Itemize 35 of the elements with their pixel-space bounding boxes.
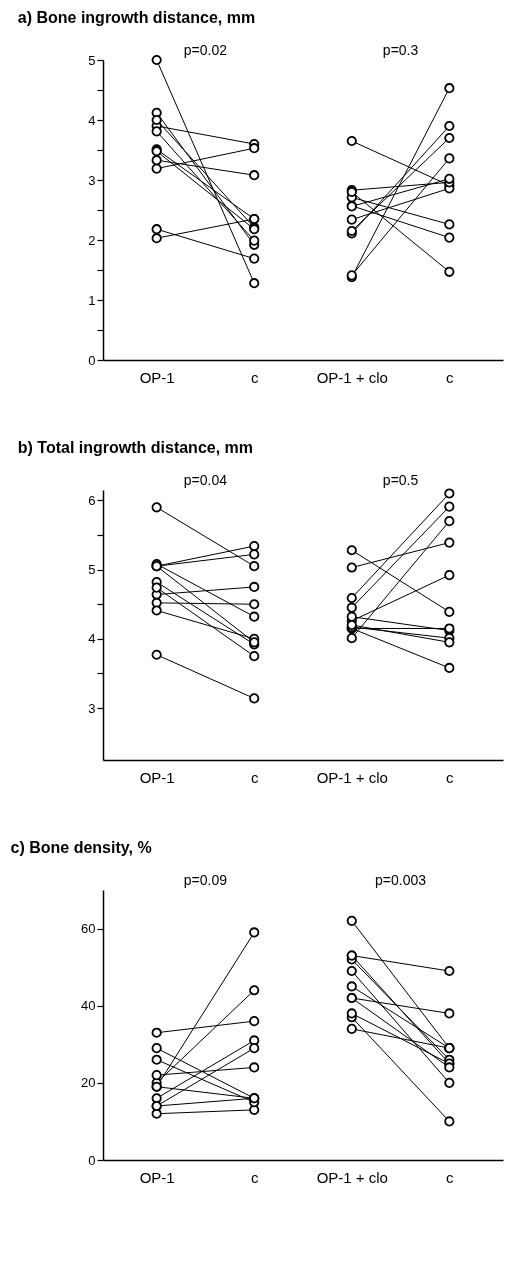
chart-title: b) Total ingrowth distance, mm	[17, 439, 254, 456]
x-tick-label: OP-1	[139, 1168, 175, 1186]
x-tick-label: OP-1 + clo	[316, 1168, 388, 1186]
text: p=0.02	[183, 42, 228, 58]
y-tick-label: 2	[88, 232, 96, 248]
x-tick-label: c	[250, 368, 259, 386]
text: p=0.3	[382, 42, 419, 58]
y-tick-label: 3	[88, 700, 96, 716]
x-tick-label: OP-1	[139, 768, 175, 786]
text: p=0.5	[382, 472, 419, 488]
text: p=0.09	[183, 872, 228, 888]
x-tick-label: c	[446, 768, 455, 786]
x-tick-label: OP-1 + clo	[316, 368, 388, 386]
y-tick-label: 5	[88, 52, 96, 68]
y-tick-label: 40	[81, 998, 96, 1014]
x-tick-label: OP-1 + clo	[316, 768, 388, 786]
y-tick-label: 0	[88, 352, 96, 368]
y-tick-label: 4	[88, 112, 96, 128]
y-tick-label: 6	[88, 492, 96, 508]
chart-title: c) Bone density, %	[10, 839, 152, 856]
y-tick-label: 20	[81, 1075, 96, 1091]
text: p=0.003	[375, 872, 427, 888]
x-tick-label: c	[446, 1168, 455, 1186]
x-tick-label: c	[250, 1168, 259, 1186]
chart-title: a) Bone ingrowth distance, mm	[17, 9, 256, 26]
y-tick-label: 0	[88, 1152, 96, 1168]
text: p=0.04	[183, 472, 228, 488]
y-tick-label: 1	[88, 292, 96, 308]
x-tick-label: c	[446, 368, 455, 386]
x-tick-label: c	[250, 768, 259, 786]
y-tick-label: 3	[88, 172, 96, 188]
y-tick-label: 4	[88, 631, 96, 647]
y-tick-label: 60	[81, 921, 96, 937]
x-tick-label: OP-1	[139, 368, 175, 386]
y-tick-label: 5	[88, 562, 96, 578]
